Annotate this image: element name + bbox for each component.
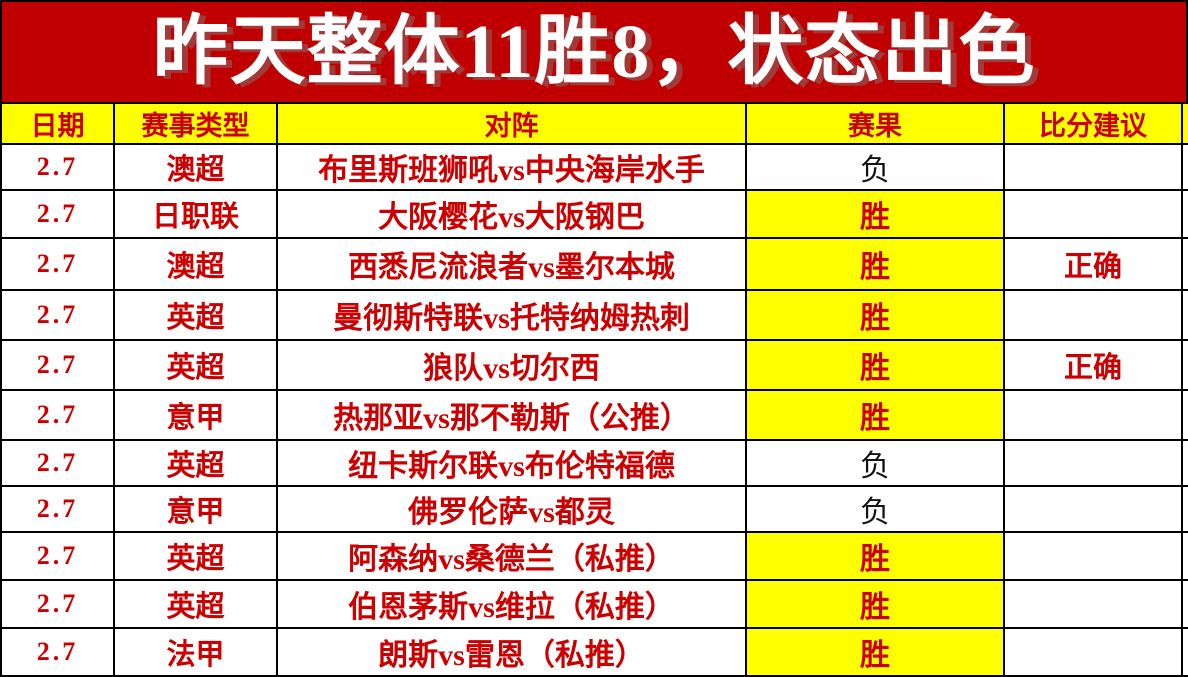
cell-date: 2.7: [0, 237, 115, 291]
cell-match: 纽卡斯尔联vs布伦特福德: [276, 439, 747, 487]
cell-match: 曼彻斯特联vs托特纳姆热刺: [276, 289, 747, 341]
banner: 昨天整体11胜8，状态出色: [0, 0, 1188, 102]
cell-sliver: [1181, 339, 1188, 391]
cell-result: 负: [745, 439, 1005, 487]
cell-sliver: [1181, 439, 1188, 487]
cell-date: 2.7: [0, 189, 115, 239]
cell-advice: [1003, 485, 1183, 533]
cell-date: 2.7: [0, 439, 115, 487]
header-row: 日期 赛事类型 对阵 赛果 比分建议: [0, 102, 1188, 145]
cell-advice: [1003, 627, 1183, 677]
cell-advice: [1003, 439, 1183, 487]
cell-sliver: [1181, 579, 1188, 629]
banner-title: 昨天整体11胜8，状态出色: [152, 10, 1036, 94]
table-row: 2.7 意甲 佛罗伦萨vs都灵负: [0, 485, 1188, 533]
cell-result: 胜: [745, 389, 1005, 441]
cell-league: 英超: [113, 289, 278, 341]
cell-match: 伯恩茅斯vs维拉（私推）: [276, 579, 747, 629]
table-row: 2.7 澳超 西悉尼流浪者vs墨尔本城胜正确: [0, 237, 1188, 291]
cell-advice: 正确: [1003, 339, 1183, 391]
cell-advice: [1003, 189, 1183, 239]
cell-result: 胜: [745, 627, 1005, 677]
cell-advice: [1003, 143, 1183, 191]
table-row: 2.7 英超 伯恩茅斯vs维拉（私推）胜: [0, 579, 1188, 629]
cell-sliver: [1181, 143, 1188, 191]
cell-result: 负: [745, 143, 1005, 191]
cell-match: 狼队vs切尔西: [276, 339, 747, 391]
header-league: 赛事类型: [113, 102, 278, 145]
cell-result: 胜: [745, 189, 1005, 239]
cell-date: 2.7: [0, 531, 115, 581]
cell-date: 2.7: [0, 485, 115, 533]
cell-league: 英超: [113, 339, 278, 391]
results-table: 日期 赛事类型 对阵 赛果 比分建议 2.7 澳超 布里斯班狮吼vs中央海岸水手负 2…: [0, 102, 1188, 677]
cell-sliver: [1181, 189, 1188, 239]
cell-date: 2.7: [0, 579, 115, 629]
cell-league: 意甲: [113, 485, 278, 533]
cell-date: 2.7: [0, 627, 115, 677]
cell-league: 英超: [113, 579, 278, 629]
table-row: 2.7 法甲 朗斯vs雷恩（私推）胜: [0, 627, 1188, 677]
cell-league: 澳超: [113, 237, 278, 291]
header-date: 日期: [0, 102, 115, 145]
cell-advice: [1003, 289, 1183, 341]
cell-advice: [1003, 531, 1183, 581]
cell-match: 热那亚vs那不勒斯（公推）: [276, 389, 747, 441]
header-result: 赛果: [745, 102, 1005, 145]
cell-match: 佛罗伦萨vs都灵: [276, 485, 747, 533]
cell-league: 英超: [113, 531, 278, 581]
cell-sliver: [1181, 531, 1188, 581]
cell-match: 布里斯班狮吼vs中央海岸水手: [276, 143, 747, 191]
cell-league: 意甲: [113, 389, 278, 441]
cell-result: 胜: [745, 579, 1005, 629]
table-row: 2.7 意甲 热那亚vs那不勒斯（公推）胜: [0, 389, 1188, 441]
cell-date: 2.7: [0, 143, 115, 191]
cell-sliver: [1181, 237, 1188, 291]
cell-match: 阿森纳vs桑德兰（私推）: [276, 531, 747, 581]
table-row: 2.7 澳超 布里斯班狮吼vs中央海岸水手负: [0, 143, 1188, 191]
cell-result: 胜: [745, 531, 1005, 581]
cell-result: 胜: [745, 237, 1005, 291]
cell-match: 西悉尼流浪者vs墨尔本城: [276, 237, 747, 291]
table-row: 2.7 英超 狼队vs切尔西胜正确: [0, 339, 1188, 391]
cell-result: 胜: [745, 289, 1005, 341]
cell-advice: [1003, 389, 1183, 441]
cell-result: 负: [745, 485, 1005, 533]
cell-advice: [1003, 579, 1183, 629]
cell-date: 2.7: [0, 289, 115, 341]
cell-league: 澳超: [113, 143, 278, 191]
cell-league: 日职联: [113, 189, 278, 239]
cell-match: 朗斯vs雷恩（私推）: [276, 627, 747, 677]
cell-sliver: [1181, 627, 1188, 677]
header-match: 对阵: [276, 102, 747, 145]
cell-advice: 正确: [1003, 237, 1183, 291]
cell-sliver: [1181, 485, 1188, 533]
cell-sliver: [1181, 389, 1188, 441]
cell-date: 2.7: [0, 339, 115, 391]
cell-date: 2.7: [0, 389, 115, 441]
table-row: 2.7 英超 阿森纳vs桑德兰（私推）胜: [0, 531, 1188, 581]
cell-match: 大阪樱花vs大阪钢巴: [276, 189, 747, 239]
cell-league: 法甲: [113, 627, 278, 677]
table-row: 2.7 英超 曼彻斯特联vs托特纳姆热刺胜: [0, 289, 1188, 341]
header-sliver: [1181, 102, 1188, 145]
cell-league: 英超: [113, 439, 278, 487]
table-row: 2.7 英超 纽卡斯尔联vs布伦特福德负: [0, 439, 1188, 487]
cell-sliver: [1181, 289, 1188, 341]
table-row: 2.7 日职联 大阪樱花vs大阪钢巴胜: [0, 189, 1188, 239]
header-advice: 比分建议: [1003, 102, 1183, 145]
results-table-body: 2.7 澳超 布里斯班狮吼vs中央海岸水手负 2.7 日职联 大阪樱花vs大阪钢巴胜 2.7…: [0, 143, 1188, 677]
cell-result: 胜: [745, 339, 1005, 391]
